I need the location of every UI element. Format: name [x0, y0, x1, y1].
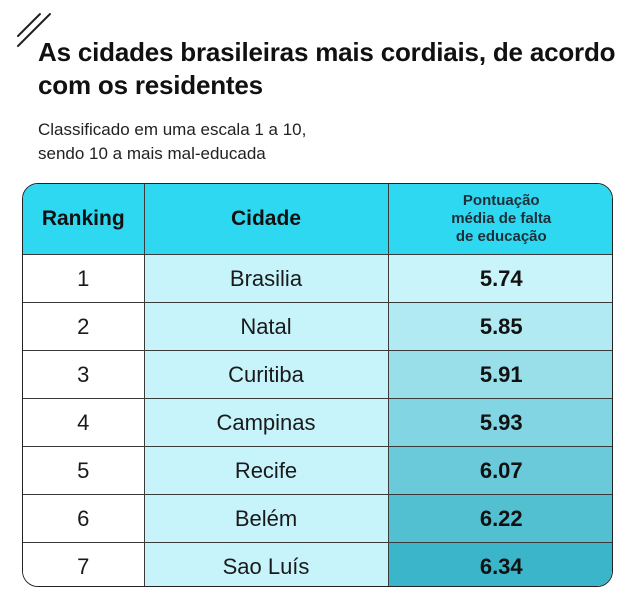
column-header-score: Pontuação média de falta de educação: [388, 184, 612, 255]
rank-cell: 4: [23, 398, 145, 447]
city-cell: Campinas: [144, 398, 389, 447]
column-header-ranking: Ranking: [23, 184, 145, 255]
score-cell: 5.93: [388, 398, 612, 447]
city-cell: Brasilia: [144, 254, 389, 303]
table-row: 5 Recife 6.07: [23, 446, 612, 495]
score-cell: 5.74: [388, 254, 612, 303]
subtitle-line-2: sendo 10 a mais mal-educada: [38, 144, 266, 163]
rank-cell: 3: [23, 350, 145, 399]
score-cell: 6.22: [388, 494, 612, 543]
ranking-table: Ranking Cidade Pontuação média de falta …: [23, 184, 612, 586]
score-cell: 5.85: [388, 302, 612, 351]
page-title: As cidades brasileiras mais cordiais, de…: [38, 37, 616, 100]
score-header-line-3: de educação: [455, 228, 547, 245]
ranking-table-container: Ranking Cidade Pontuação média de falta …: [22, 183, 613, 587]
score-cell: 5.91: [388, 350, 612, 399]
rank-cell: 6: [23, 494, 145, 543]
score-cell: 6.07: [388, 446, 612, 495]
rank-cell: 2: [23, 302, 145, 351]
rank-cell: 5: [23, 446, 145, 495]
column-header-city: Cidade: [144, 184, 389, 255]
subtitle-line-1: Classificado em uma escala 1 a 10,: [38, 120, 307, 139]
table-row: 1 Brasilia 5.74: [23, 254, 612, 303]
table-row: 2 Natal 5.85: [23, 302, 612, 351]
rank-cell: 1: [23, 254, 145, 303]
table-header-row: Ranking Cidade Pontuação média de falta …: [23, 184, 612, 255]
city-cell: Curitiba: [144, 350, 389, 399]
subtitle: Classificado em uma escala 1 a 10, sendo…: [38, 118, 598, 166]
score-cell: 6.34: [388, 542, 612, 586]
city-cell: Natal: [144, 302, 389, 351]
score-header-line-1: Pontuação: [462, 192, 540, 209]
city-cell: Belém: [144, 494, 389, 543]
rank-cell: 7: [23, 542, 145, 586]
decorative-slash-lines-icon: [17, 13, 51, 47]
city-cell: Recife: [144, 446, 389, 495]
table-row: 7 Sao Luís 6.34: [23, 542, 612, 586]
score-header-line-2: média de falta: [451, 210, 552, 227]
table-row: 6 Belém 6.22: [23, 494, 612, 543]
city-cell: Sao Luís: [144, 542, 389, 586]
table-row: 4 Campinas 5.93: [23, 398, 612, 447]
table-row: 3 Curitiba 5.91: [23, 350, 612, 399]
